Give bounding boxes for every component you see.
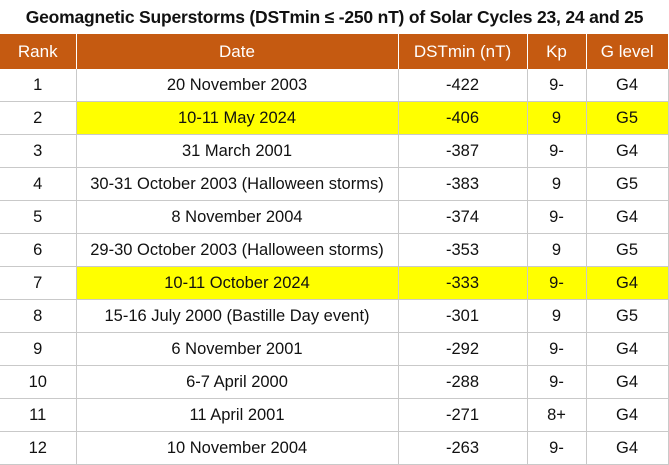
table-row: 6 29-30 October 2003 (Halloween storms) …	[0, 233, 669, 267]
cell-date: 6 November 2001	[76, 332, 399, 366]
cell-rank: 3	[0, 134, 77, 168]
cell-kp: 9-	[527, 266, 587, 300]
cell-dstmin: -383	[398, 167, 528, 201]
cell-kp: 9	[527, 101, 587, 135]
header-dstmin: DSTmin (nT)	[398, 34, 528, 69]
cell-dstmin: -333	[398, 266, 528, 300]
cell-kp: 9-	[527, 332, 587, 366]
header-date: Date	[76, 34, 399, 69]
cell-kp: 8+	[527, 398, 587, 432]
table-row: 12 10 November 2004 -263 9- G4	[0, 431, 669, 465]
table-row: 2 10-11 May 2024 -406 9 G5	[0, 101, 669, 135]
cell-date: 10-11 October 2024	[76, 266, 399, 300]
cell-date: 8 November 2004	[76, 200, 399, 234]
cell-rank: 4	[0, 167, 77, 201]
cell-g-level: G5	[586, 233, 669, 267]
cell-g-level: G4	[586, 69, 669, 102]
cell-rank: 1	[0, 69, 77, 102]
cell-g-level: G4	[586, 398, 669, 432]
cell-g-level: G4	[586, 266, 669, 300]
cell-g-level: G4	[586, 332, 669, 366]
cell-g-level: G5	[586, 167, 669, 201]
header-kp: Kp	[527, 34, 587, 69]
cell-kp: 9	[527, 233, 587, 267]
table-row: 11 11 April 2001 -271 8+ G4	[0, 398, 669, 432]
cell-date: 31 March 2001	[76, 134, 399, 168]
cell-dstmin: -422	[398, 69, 528, 102]
table-row: 5 8 November 2004 -374 9- G4	[0, 200, 669, 234]
cell-dstmin: -406	[398, 101, 528, 135]
cell-date: 15-16 July 2000 (Bastille Day event)	[76, 299, 399, 333]
cell-rank: 12	[0, 431, 77, 465]
cell-dstmin: -271	[398, 398, 528, 432]
header-row: Rank Date DSTmin (nT) Kp G level	[0, 34, 668, 69]
cell-date: 20 November 2003	[76, 69, 399, 102]
cell-kp: 9	[527, 167, 587, 201]
cell-kp: 9-	[527, 431, 587, 465]
cell-g-level: G5	[586, 101, 669, 135]
cell-rank: 6	[0, 233, 77, 267]
cell-g-level: G4	[586, 200, 669, 234]
table-row: 4 30-31 October 2003 (Halloween storms) …	[0, 167, 669, 201]
cell-dstmin: -292	[398, 332, 528, 366]
cell-g-level: G4	[586, 431, 669, 465]
table-row: 7 10-11 October 2024 -333 9- G4	[0, 266, 669, 300]
cell-date: 29-30 October 2003 (Halloween storms)	[76, 233, 399, 267]
cell-rank: 10	[0, 365, 77, 399]
cell-rank: 11	[0, 398, 77, 432]
cell-dstmin: -387	[398, 134, 528, 168]
cell-dstmin: -263	[398, 431, 528, 465]
table-row: 9 6 November 2001 -292 9- G4	[0, 332, 669, 366]
table-row: 10 6-7 April 2000 -288 9- G4	[0, 365, 669, 399]
cell-dstmin: -301	[398, 299, 528, 333]
cell-dstmin: -353	[398, 233, 528, 267]
cell-date: 10 November 2004	[76, 431, 399, 465]
header-rank: Rank	[0, 34, 77, 69]
table-title: Geomagnetic Superstorms (DSTmin ≤ -250 n…	[25, 6, 644, 27]
cell-g-level: G4	[586, 365, 669, 399]
cell-date: 10-11 May 2024	[76, 101, 399, 135]
cell-rank: 9	[0, 332, 77, 366]
cell-date: 30-31 October 2003 (Halloween storms)	[76, 167, 399, 201]
cell-rank: 5	[0, 200, 77, 234]
cell-date: 11 April 2001	[76, 398, 399, 432]
cell-rank: 8	[0, 299, 77, 333]
table-row: 1 20 November 2003 -422 9- G4	[0, 69, 669, 102]
cell-dstmin: -374	[398, 200, 528, 234]
table-row: 8 15-16 July 2000 (Bastille Day event) -…	[0, 299, 669, 333]
cell-kp: 9-	[527, 134, 587, 168]
cell-g-level: G4	[586, 134, 669, 168]
cell-g-level: G5	[586, 299, 669, 333]
cell-date: 6-7 April 2000	[76, 365, 399, 399]
cell-rank: 7	[0, 266, 77, 300]
cell-kp: 9-	[527, 365, 587, 399]
table-row: 3 31 March 2001 -387 9- G4	[0, 134, 669, 168]
superstorms-table: Rank Date DSTmin (nT) Kp G level 1 20 No…	[0, 34, 669, 465]
cell-kp: 9	[527, 299, 587, 333]
header-g-level: G level	[586, 34, 668, 69]
cell-kp: 9-	[527, 69, 587, 102]
cell-rank: 2	[0, 101, 77, 135]
cell-kp: 9-	[527, 200, 587, 234]
cell-dstmin: -288	[398, 365, 528, 399]
